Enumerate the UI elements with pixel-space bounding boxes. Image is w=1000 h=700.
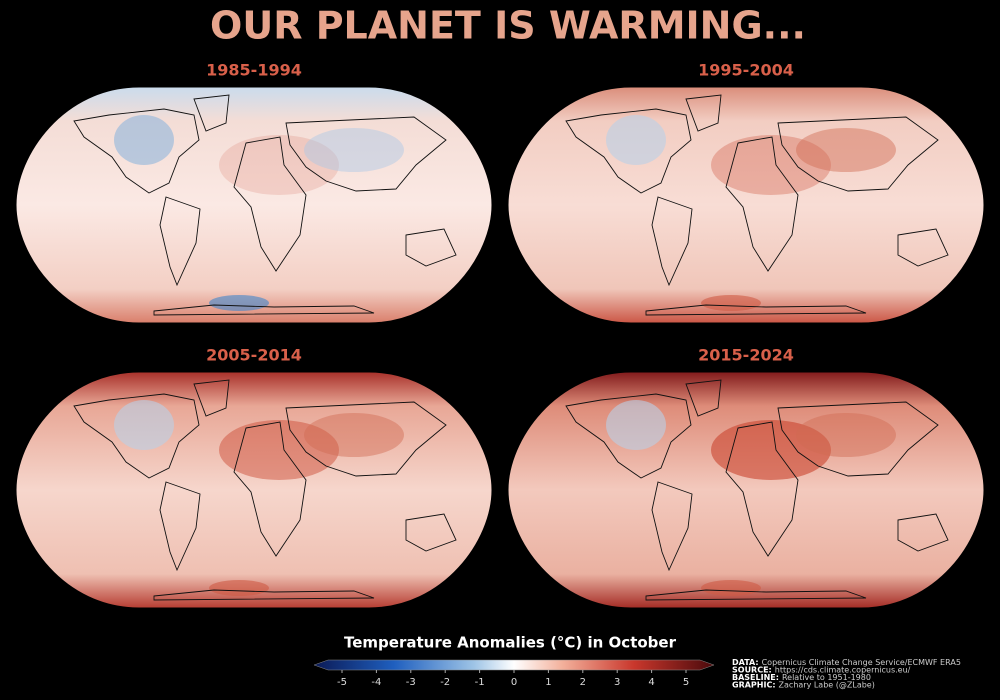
map-outline bbox=[507, 86, 985, 324]
map bbox=[15, 371, 493, 609]
tick-label: 3 bbox=[614, 677, 620, 688]
credit-key: DATA: bbox=[732, 658, 759, 667]
credit-text: Zachary Labe (@ZLabe) bbox=[779, 680, 875, 689]
anomaly-field bbox=[508, 87, 984, 323]
tick-label: -3 bbox=[406, 677, 416, 688]
map-outline bbox=[15, 86, 493, 324]
tick-label: -1 bbox=[475, 677, 485, 688]
map-field bbox=[508, 372, 984, 608]
tick-label: 5 bbox=[683, 677, 689, 688]
colorbar-bar bbox=[313, 659, 715, 671]
anomaly-blob bbox=[209, 295, 269, 311]
anomaly-blob bbox=[701, 295, 761, 311]
map bbox=[507, 86, 985, 324]
anomaly-field bbox=[508, 372, 984, 608]
credit-line: SOURCE: https://cds.climate.copernicus.eu… bbox=[732, 665, 911, 674]
maps: 1985-1994 1995-2004 2005-2014 2015-2024 bbox=[15, 61, 985, 609]
map-field bbox=[16, 87, 492, 323]
anomaly-blob bbox=[606, 115, 666, 165]
anomaly-blob bbox=[304, 128, 404, 172]
credits: DATA: Copernicus Climate Change Service/E… bbox=[732, 658, 961, 690]
anomaly-blob bbox=[701, 580, 761, 596]
anomaly-blob bbox=[711, 135, 831, 195]
credit-key: SOURCE: bbox=[732, 665, 772, 674]
panel-label: 2015-2024 bbox=[698, 346, 794, 365]
tick-label: 0 bbox=[511, 677, 517, 688]
credit-key: BASELINE: bbox=[732, 673, 779, 682]
map-outline bbox=[15, 371, 493, 609]
anomaly-blob bbox=[796, 413, 896, 457]
tick-label: 4 bbox=[648, 677, 654, 688]
anomaly-blob bbox=[606, 400, 666, 450]
anomaly-blob bbox=[219, 135, 339, 195]
anomaly-blob bbox=[209, 580, 269, 596]
tick-label: -5 bbox=[337, 677, 347, 688]
colorbar: -5 -4 -3 -2 -1 0 1 2 3 4 5 bbox=[313, 659, 715, 688]
anomaly-blob bbox=[304, 413, 404, 457]
map-field bbox=[508, 87, 984, 323]
panel-label: 1985-1994 bbox=[206, 61, 302, 80]
anomaly-blob bbox=[114, 115, 174, 165]
anomaly-blob bbox=[796, 128, 896, 172]
panel-label: 2005-2014 bbox=[206, 346, 302, 365]
anomaly-field bbox=[16, 372, 492, 608]
credit-key: GRAPHIC: bbox=[732, 680, 776, 689]
map bbox=[507, 371, 985, 609]
credit-line: BASELINE: Relative to 1951-1980 bbox=[732, 673, 871, 682]
tick-label: 2 bbox=[580, 677, 586, 688]
credit-line: DATA: Copernicus Climate Change Service/E… bbox=[732, 658, 961, 667]
anomaly-field bbox=[16, 87, 492, 323]
tick-label: 1 bbox=[545, 677, 551, 688]
anomaly-blob bbox=[114, 400, 174, 450]
anomaly-blob bbox=[711, 420, 831, 480]
anomaly-blob bbox=[219, 420, 339, 480]
tick-label: -2 bbox=[440, 677, 450, 688]
map bbox=[15, 86, 493, 324]
map-outline bbox=[507, 371, 985, 609]
title: OUR PLANET IS WARMING... bbox=[210, 4, 806, 48]
credit-text: Relative to 1951-1980 bbox=[782, 673, 871, 682]
panel-label: 1995-2004 bbox=[698, 61, 794, 80]
credit-text: Copernicus Climate Change Service/ECMWF … bbox=[762, 658, 961, 667]
tick-label: -4 bbox=[371, 677, 381, 688]
credit-text: https://cds.climate.copernicus.eu/ bbox=[775, 665, 911, 674]
map-field bbox=[16, 372, 492, 608]
colorbar-label: Temperature Anomalies (°C) in October bbox=[344, 634, 677, 652]
credit-line: GRAPHIC: Zachary Labe (@ZLabe) bbox=[732, 680, 875, 689]
